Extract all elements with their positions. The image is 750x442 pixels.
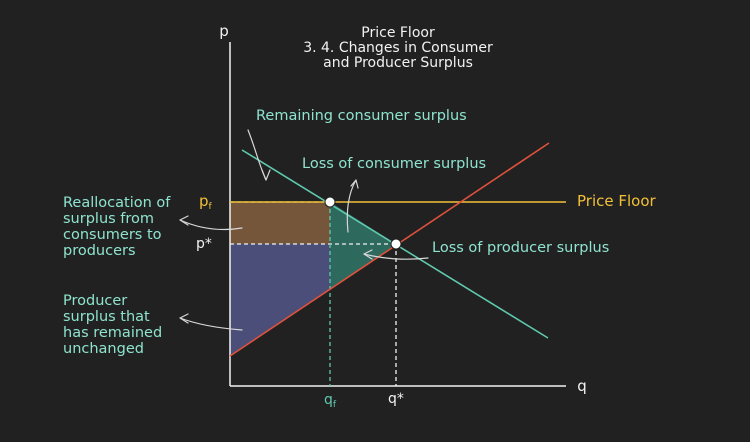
price-floor-label: Price Floor: [577, 192, 657, 210]
reallocation-area: [230, 202, 330, 244]
chart-title-line1: Price Floor: [361, 25, 435, 41]
qstar-tick-label: q*: [388, 391, 404, 407]
price-floor-point: [324, 196, 336, 208]
reallocation-label-line1: Reallocation of: [63, 195, 171, 211]
qf-tick-label: qf: [324, 392, 337, 410]
curved-arrow-icon: [346, 179, 359, 233]
supply-curve: [229, 142, 550, 357]
loss-of-surplus-area: [330, 202, 396, 290]
ps-unchanged-label-line2: surplus that: [63, 309, 150, 325]
pstar-tick-label: p*: [196, 236, 212, 252]
remaining-consumer-surplus-label: Remaining consumer surplus: [256, 108, 467, 124]
y-axis-label: p: [219, 22, 229, 40]
chart-title-line3: and Producer Surplus: [323, 55, 473, 71]
reallocation-label-line2: surplus from: [63, 211, 154, 227]
equilibrium-point: [390, 238, 402, 250]
pf-tick-label: pf: [199, 192, 213, 212]
x-axis-label: q: [577, 377, 587, 395]
qf-tick-sub: f: [333, 400, 337, 410]
qf-tick-main: q: [324, 392, 333, 408]
ps-unchanged-label-line4: unchanged: [63, 341, 144, 357]
reallocation-label-line4: producers: [63, 243, 136, 259]
ps-unchanged-label-line3: has remained: [63, 325, 162, 341]
loss-consumer-surplus-label: Loss of consumer surplus: [302, 156, 486, 172]
reallocation-label-line3: consumers to: [63, 227, 162, 243]
chart-title-line2: 3. 4. Changes in Consumer: [303, 40, 493, 56]
ps-unchanged-label-line1: Producer: [63, 293, 127, 309]
loss-producer-surplus-label: Loss of producer surplus: [432, 240, 609, 256]
curved-arrow-icon: [179, 313, 243, 331]
pf-tick-main: p: [199, 192, 209, 210]
producer-surplus-area: [230, 244, 330, 356]
curved-arrow-icon: [363, 249, 429, 260]
pf-tick-sub: f: [209, 202, 213, 212]
curved-arrow-icon: [247, 129, 271, 181]
curved-arrow-icon: [179, 215, 243, 231]
